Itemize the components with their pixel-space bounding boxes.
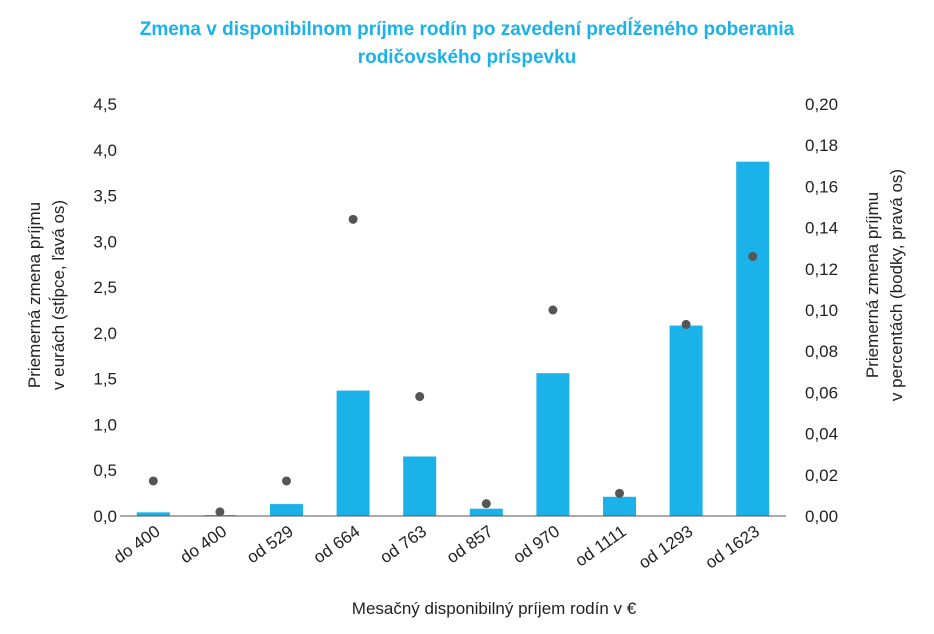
x-axis-tick-label: od 1111 [572,522,630,571]
left-axis-tick-label: 1,5 [93,370,117,389]
bar [403,456,437,516]
bar [536,373,570,516]
right-axis-tick-label: 0,06 [805,383,838,402]
x-axis-ticks: do 400 do 400 od 529 od 664 od 763 od 857 od 9… [110,522,763,573]
bar [136,512,170,516]
bar [336,390,370,516]
bar [270,504,303,516]
right-axis-tick-label: 0,10 [805,301,838,320]
y-axis-left-label-line-2: v eurách (stĺpce, ľavá os) [49,200,68,390]
data-point [415,392,425,402]
left-axis-tick-label: 0,5 [93,461,117,480]
x-axis-tick-label: od 970 [510,522,563,567]
right-axis-tick-label: 0,00 [805,507,838,526]
data-point [148,476,158,486]
data-point [548,305,558,315]
data-point [282,476,291,486]
chart-title-line-1: Zmena v disponibilnom príjme rodín po za… [139,19,795,40]
y-axis-right-label-line-1: Priemerná zmena príjmu [863,192,882,378]
x-axis-tick-label: od 857 [443,522,496,567]
bar [603,496,636,516]
left-axis-tick-label: 2,5 [93,278,117,297]
left-axis-tick-label: 3,0 [93,232,117,251]
x-axis-tick-label: od 1623 [702,522,763,573]
bar [736,161,770,516]
x-axis-tick-label: od 529 [243,522,296,567]
chart-title-line-2: rodičovského príspevku [357,47,577,68]
right-axis-tick-label: 0,16 [805,177,838,196]
right-axis-tick-label: 0,12 [805,260,838,279]
data-point [348,214,358,224]
bar [469,508,503,516]
bar-series [136,161,770,516]
x-axis-tick-label: do 400 [110,522,163,567]
right-axis-tick-label: 0,14 [805,219,838,238]
data-point [748,251,758,261]
right-axis-tick-label: 0,08 [805,342,838,361]
x-axis-tick-label: od 763 [377,522,430,567]
data-point [481,499,491,509]
right-axis-tick-label: 0,04 [805,425,838,444]
data-point [215,507,225,517]
right-axis-ticks: 0,00 0,02 0,04 0,06 0,08 0,10 0,12 0,14 0,16 0,18… [805,95,838,526]
x-axis-tick-label: od 1293 [635,522,696,573]
data-point [681,319,691,329]
left-axis-tick-label: 4,0 [93,141,117,160]
left-axis-tick-label: 1,0 [93,415,117,434]
right-axis-tick-label: 0,20 [805,95,838,114]
y-axis-right-label-line-2: v percentách (bodky, pravá os) [887,169,906,401]
left-axis-tick-label: 2,0 [93,324,117,343]
right-axis-tick-label: 0,18 [805,136,838,155]
x-axis-tick-label: do 400 [177,522,230,567]
right-axis-tick-label: 0,02 [805,466,838,485]
bar [669,325,703,516]
left-axis-tick-label: 4,5 [93,95,117,114]
x-axis-label: Mesačný disponibilný príjem rodín v € [352,599,637,618]
left-axis-ticks: 0,0 0,5 1,0 1,5 2,0 2,5 3,0 3,5 4,0 4,5 [93,95,117,526]
chart-title: Zmena v disponibilnom príjme rodín po za… [0,16,934,72]
dot-series [148,214,758,517]
y-axis-left-label-line-1: Priemerná zmena príjmu [25,202,44,388]
left-axis-tick-label: 3,5 [93,187,117,206]
x-axis-tick-label: od 664 [310,522,363,567]
data-point [615,488,624,498]
left-axis-tick-label: 0,0 [93,507,117,526]
